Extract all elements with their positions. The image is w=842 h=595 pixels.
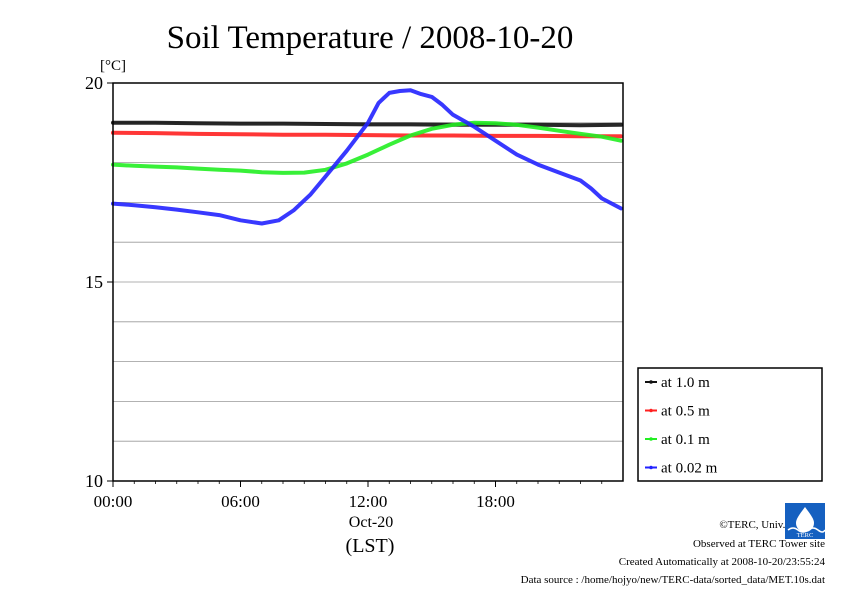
y-tick-label: 10 <box>85 471 103 491</box>
x-tick-label: 00:00 <box>94 492 133 511</box>
series-line-2 <box>111 120 623 175</box>
logo-drop-icon <box>796 507 814 532</box>
series-lines <box>111 88 623 226</box>
logo-text: TERC <box>797 532 814 539</box>
legend-marker-1 <box>649 408 653 413</box>
legend-marker-3 <box>649 465 653 470</box>
x-tick-label: 18:00 <box>476 492 515 511</box>
logo-wave-icon <box>787 527 825 533</box>
legend-label-1: at 0.5 m <box>661 404 710 420</box>
y-axis-unit-label: [°C] <box>100 58 126 74</box>
terc-logo: TERC <box>785 503 825 539</box>
x-tick-label: 12:00 <box>349 492 388 511</box>
x-tick-label: 06:00 <box>221 492 260 511</box>
x-date-label: Oct-20 <box>349 514 393 531</box>
legend-label-0: at 1.0 m <box>661 375 710 391</box>
series-line-1 <box>111 130 623 139</box>
legend: at 1.0 m at 0.5 m at 0.1 m at 0.02 m <box>637 367 823 482</box>
x-axis-label: (LST) <box>346 535 395 557</box>
legend-label-3: at 0.02 m <box>661 461 718 477</box>
footer-created: Created Automatically at 2008-10-20/23:5… <box>618 556 825 568</box>
legend-label-2: at 0.1 m <box>661 432 710 448</box>
legend-marker-2 <box>649 437 653 441</box>
y-axis-ticks: 10 15 20 <box>85 73 113 491</box>
chart-title: Soil Temperature / 2008-10-20 <box>167 20 574 56</box>
plot-area <box>111 82 624 482</box>
series-line-3 <box>111 88 623 226</box>
footer-source: Data source : /home/hojyo/new/TERC-data/… <box>520 574 825 586</box>
x-axis-ticks: 00:00 06:00 12:00 18:00 <box>94 481 603 511</box>
y-tick-label: 20 <box>85 73 103 93</box>
y-tick-label: 15 <box>85 272 103 292</box>
footer-observed: Observed at TERC Tower site <box>692 538 825 550</box>
legend-marker-0 <box>649 380 653 384</box>
legend-box <box>637 367 823 482</box>
